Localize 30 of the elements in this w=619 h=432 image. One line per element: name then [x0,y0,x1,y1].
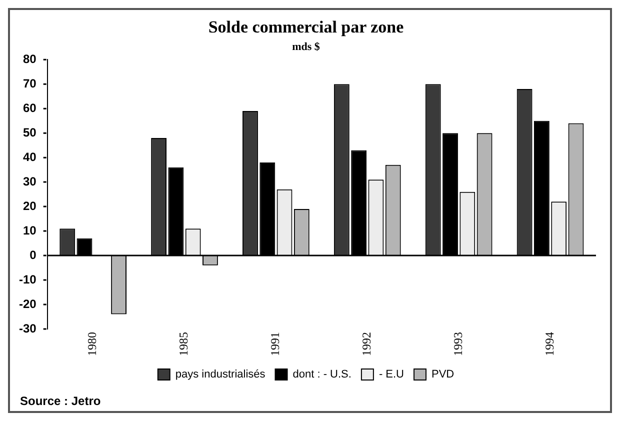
chart-title: Solde commercial par zone [208,18,404,37]
x-tick-label: 1993 [450,332,465,356]
y-tick-label: 80 [22,52,37,66]
bar [168,167,184,256]
chart-subtitle: mds $ [292,40,320,53]
legend-label: pays industrialisés [175,368,266,381]
y-tick-label: 60 [22,100,37,115]
legend-label: - E.U [378,368,404,381]
legend-label: PVD [432,368,454,381]
x-tick-label: 1994 [542,332,556,356]
y-tick-label: 20 [22,198,37,213]
y-tick-label: 50 [22,125,37,140]
x-tick-label: 1980 [85,332,100,356]
y-tick-label: 40 [22,150,37,164]
y-tick-label: 30 [22,174,37,188]
x-tick-label: 1992 [360,332,374,356]
y-tick-label: 70 [22,76,37,90]
y-tick-label: -20 [19,296,37,311]
bar [442,133,458,256]
source-note: Source : Jetro [19,394,102,410]
y-tick-label: -30 [19,321,37,336]
bar [534,120,550,256]
legend-label: dont : - U.S. [292,368,352,381]
y-tick-label: -10 [19,272,37,286]
bar [351,150,367,256]
y-tick-label: 0 [30,248,37,262]
x-tick-label: 1985 [176,332,191,356]
y-tick-label: 10 [22,223,37,238]
x-tick-label: 1991 [268,332,282,356]
bar [260,162,276,256]
